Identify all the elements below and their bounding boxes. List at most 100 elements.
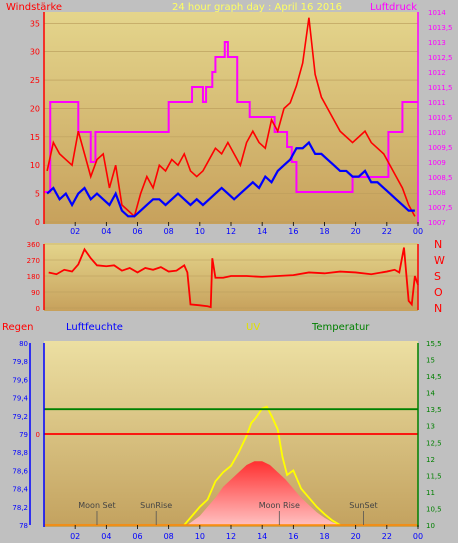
pressure-axis-title: Luftdruck	[370, 2, 417, 13]
time-tick-label: 20	[351, 227, 361, 236]
rain-tick-label: 78,4	[12, 486, 28, 494]
pressure-tick-label: 1013	[428, 39, 446, 47]
wind-tick-label: 5	[35, 190, 40, 199]
compass-label-n-bottom: N	[434, 302, 442, 315]
temperature-tick-label: 13	[426, 423, 435, 431]
time-tick-label: 14	[257, 532, 267, 541]
chart-title: 24 hour graph day : April 16 2016	[172, 2, 342, 13]
rain-tick-label: 80	[19, 340, 28, 348]
time-tick-label: 08	[164, 532, 174, 541]
pressure-tick-label: 1008	[428, 189, 446, 197]
temperature-tick-label: 10	[426, 522, 435, 530]
temperature-tick-label: 15,5	[426, 340, 442, 348]
wind-tick-label: 30	[30, 48, 40, 57]
compass-label-s: S	[434, 270, 441, 283]
uv-title: UV	[246, 322, 260, 333]
pressure-tick-label: 1009,5	[428, 144, 453, 152]
astronomy-label: Moon Rise	[259, 501, 300, 510]
time-tick-label: 06	[132, 227, 142, 236]
wind-direction-compass-labels: N W S O N	[434, 238, 445, 315]
temperature-tick-label: 11	[426, 489, 435, 497]
time-tick-label: 20	[351, 532, 361, 541]
time-tick-label: 12	[226, 532, 236, 541]
time-tick-label: 00	[413, 532, 423, 541]
time-tick-label: 22	[382, 227, 392, 236]
pressure-tick-label: 1007	[428, 219, 446, 227]
temperature-tick-label: 13,5	[426, 406, 442, 414]
wind-tick-label: 20	[30, 104, 40, 113]
pressure-tick-label: 1011	[428, 99, 446, 107]
astronomy-label: SunSet	[349, 501, 377, 510]
time-tick-label: 12	[226, 227, 236, 236]
top-chart-series	[44, 17, 418, 218]
compass-label-n-top: N	[434, 238, 442, 251]
chart-axes: 0510152025303510071007,510081008,5100910…	[12, 9, 452, 541]
rain-axis-title: Regen	[2, 322, 34, 333]
time-tick-label: 04	[101, 532, 111, 541]
pressure-tick-label: 1008,5	[428, 174, 453, 182]
compass-label-o: O	[434, 286, 443, 299]
time-tick-label: 10	[195, 227, 205, 236]
wind-pressure-plot-area	[44, 12, 418, 224]
pressure-tick-label: 1010,5	[428, 114, 453, 122]
time-tick-label: 00	[413, 227, 423, 236]
rain-tick-label: 78,6	[12, 467, 28, 475]
pressure-tick-label: 1014	[428, 9, 446, 17]
humidity-tick-label: 0	[36, 431, 40, 439]
rain-tick-label: 78,8	[12, 449, 28, 457]
time-tick-label: 18	[319, 532, 329, 541]
temperature-tick-label: 14,5	[426, 373, 442, 381]
astronomy-label: SunRise	[140, 501, 172, 510]
temperature-tick-label: 11,5	[426, 472, 442, 480]
uv-line	[183, 405, 341, 526]
wind-tick-label: 25	[30, 76, 40, 85]
direction-tick-label: 360	[27, 241, 40, 249]
pressure-tick-label: 1007,5	[428, 204, 453, 212]
wind-tick-label: 35	[30, 19, 40, 28]
compass-label-w: W	[434, 254, 445, 267]
time-tick-label: 10	[195, 532, 205, 541]
temperature-tick-label: 10,5	[426, 505, 442, 513]
direction-chart-series	[48, 247, 419, 309]
wind-gust-line	[46, 17, 416, 218]
temperature-axis-title: Temperatur	[311, 322, 370, 333]
time-tick-label: 02	[70, 227, 80, 236]
wind-direction-line	[48, 247, 419, 309]
direction-tick-label: 180	[27, 273, 40, 281]
rain-tick-label: 79,2	[12, 413, 28, 421]
rain-tick-label: 78	[19, 522, 28, 530]
wind-tick-label: 15	[30, 133, 40, 142]
humidity-axis-title: Luftfeuchte	[66, 322, 123, 333]
rain-tick-label: 79,8	[12, 358, 28, 366]
direction-tick-label: 0	[36, 305, 40, 313]
direction-tick-label: 90	[31, 289, 40, 297]
rain-tick-label: 79,6	[12, 376, 28, 384]
direction-tick-label: 270	[27, 257, 40, 265]
wind-average-line	[46, 140, 415, 218]
rain-tick-label: 79	[19, 431, 28, 439]
wind-axis-title: Windstärke	[6, 2, 62, 13]
wind-direction-plot-area	[44, 243, 418, 311]
time-tick-label: 06	[132, 532, 142, 541]
wind-tick-label: 10	[30, 161, 40, 170]
astronomy-label: Moon Set	[78, 501, 115, 510]
time-tick-label: 08	[164, 227, 174, 236]
temperature-tick-label: 15	[426, 357, 435, 365]
time-tick-label: 02	[70, 532, 80, 541]
time-tick-label: 16	[288, 227, 298, 236]
rain-tick-label: 78,2	[12, 504, 28, 512]
time-tick-label: 14	[257, 227, 267, 236]
pressure-tick-label: 1012,5	[428, 54, 453, 62]
wind-tick-label: 0	[35, 218, 40, 227]
pressure-line	[44, 41, 418, 193]
pressure-tick-label: 1010	[428, 129, 446, 137]
pressure-tick-label: 1013,5	[428, 24, 453, 32]
temperature-tick-label: 14	[426, 390, 435, 398]
pressure-tick-label: 1011,5	[428, 84, 453, 92]
temperature-tick-label: 12,5	[426, 439, 442, 447]
time-tick-label: 16	[288, 532, 298, 541]
solar-radiation-area	[187, 461, 341, 525]
time-tick-label: 18	[319, 227, 329, 236]
